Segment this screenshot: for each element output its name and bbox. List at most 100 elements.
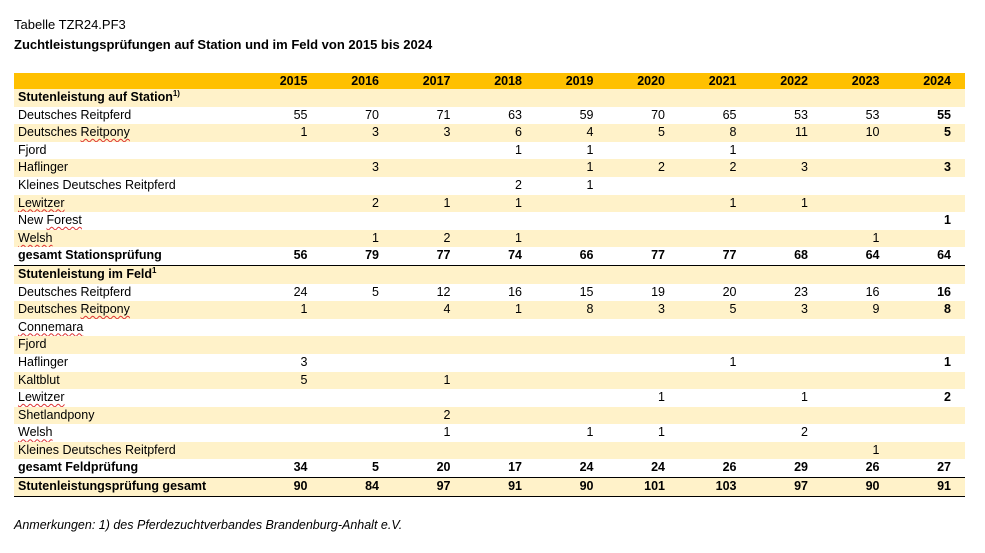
- cell-value: [321, 424, 393, 442]
- cell-value: [393, 212, 465, 230]
- cell-value: 103: [679, 477, 751, 497]
- row-label: Fjord: [14, 141, 250, 160]
- cell-value: 63: [464, 106, 536, 125]
- row-label: Deutsches Reitpferd: [14, 106, 250, 125]
- cell-value: 2: [321, 194, 393, 213]
- cell-value: 16: [464, 283, 536, 302]
- table-row: Fjord: [14, 336, 965, 354]
- cell-value: [822, 159, 894, 177]
- cell-value: [536, 336, 608, 354]
- cell-value: 66: [536, 247, 608, 266]
- table-row: Deutsches Reitpferd 55 70 71 63 59 70 65 53 53 55: [14, 106, 965, 125]
- cell-value: [321, 212, 393, 230]
- cell-value: [679, 371, 751, 390]
- cell-value: [536, 229, 608, 248]
- cell-value: [679, 406, 751, 425]
- cell-value: 3: [321, 124, 393, 142]
- section-heading-row: Stutenleistung auf Station1): [14, 89, 965, 107]
- cell-value: 2: [393, 406, 465, 425]
- cell-value: [536, 371, 608, 390]
- row-label: Lewitzer: [14, 194, 250, 213]
- table-row: Kleines Deutsches Reitpferd 1: [14, 441, 965, 460]
- row-label: Haflinger: [14, 353, 250, 372]
- section-heading: Stutenleistung auf Station1): [14, 89, 965, 107]
- spellcheck-mark: Lewitzer: [18, 195, 65, 210]
- header-row: 2015 2016 2017 2018 2019 2020 2021 2022 2023 2024: [14, 73, 965, 89]
- row-label: Deutsches Reitpony: [14, 301, 250, 319]
- year-header: 2019: [536, 73, 608, 89]
- cell-value: [393, 441, 465, 460]
- cell-value: 29: [750, 459, 822, 479]
- cell-value: [464, 424, 536, 442]
- spellcheck-mark: Reitpony: [80, 302, 130, 317]
- cell-value: 2: [679, 159, 751, 177]
- table-row: Fjord 1 1 1: [14, 141, 965, 160]
- table-id: Tabelle TZR24.PF3: [14, 17, 126, 32]
- cell-value: 59: [536, 106, 608, 125]
- cell-value: 11: [750, 124, 822, 142]
- cell-value: 26: [822, 459, 894, 479]
- row-label: gesamt Feldprüfung: [14, 459, 250, 479]
- cell-value: [893, 336, 965, 354]
- cell-value: [536, 318, 608, 337]
- cell-value: [393, 353, 465, 372]
- cell-value: 9: [822, 301, 894, 319]
- cell-value: [822, 212, 894, 230]
- cell-value: 2: [393, 229, 465, 248]
- cell-value: 20: [679, 283, 751, 302]
- cell-value: [464, 212, 536, 230]
- cell-value: 4: [536, 124, 608, 142]
- cell-value: [464, 159, 536, 177]
- section-heading-text: Stutenleistung im Feld: [18, 266, 153, 281]
- table-row: Welsh 1 2 1 1: [14, 229, 965, 248]
- table-title: Zuchtleistungsprüfungen auf Station und …: [14, 37, 433, 52]
- cell-value: [679, 424, 751, 442]
- cell-value: [893, 318, 965, 337]
- cell-value: [679, 176, 751, 195]
- cell-value: [250, 176, 322, 195]
- table-row: Deutsches Reitpferd 24 5 12 16 15 19 20 23 16 16: [14, 283, 965, 302]
- cell-value: [250, 318, 322, 337]
- cell-value: [679, 389, 751, 407]
- cell-value: [679, 229, 751, 248]
- cell-value: 1: [893, 212, 965, 230]
- cell-value: [250, 441, 322, 460]
- year-header: 2021: [679, 73, 751, 89]
- cell-value: [750, 371, 822, 390]
- cell-value: 53: [750, 106, 822, 125]
- cell-value: 84: [321, 477, 393, 497]
- cell-value: 64: [893, 247, 965, 266]
- cell-value: 1: [750, 389, 822, 407]
- footnote-marker: 1): [172, 89, 180, 98]
- cell-value: 15: [536, 283, 608, 302]
- table-row: Lewitzer 2 1 1 1 1: [14, 194, 965, 213]
- cell-value: [822, 389, 894, 407]
- cell-value: 1: [393, 371, 465, 390]
- cell-value: 3: [393, 124, 465, 142]
- cell-value: 71: [393, 106, 465, 125]
- cell-value: [607, 194, 679, 213]
- year-header: 2022: [750, 73, 822, 89]
- spellcheck-mark: Lewitzer: [18, 390, 65, 405]
- cell-value: 24: [536, 459, 608, 479]
- cell-value: [822, 371, 894, 390]
- cell-value: [250, 424, 322, 442]
- cell-value: 26: [679, 459, 751, 479]
- row-label: Deutsches Reitpferd: [14, 283, 250, 302]
- cell-value: [393, 336, 465, 354]
- cell-value: 3: [893, 159, 965, 177]
- cell-value: [607, 229, 679, 248]
- cell-value: [250, 406, 322, 425]
- cell-value: 3: [321, 159, 393, 177]
- cell-value: 5: [607, 124, 679, 142]
- cell-value: [393, 141, 465, 160]
- cell-value: 90: [822, 477, 894, 497]
- cell-value: 16: [893, 283, 965, 302]
- cell-value: 4: [393, 301, 465, 319]
- cell-value: 70: [607, 106, 679, 125]
- cell-value: [822, 406, 894, 425]
- cell-value: [250, 229, 322, 248]
- row-label: Welsh: [14, 229, 250, 248]
- section-heading-text: Stutenleistung auf Station: [18, 90, 173, 104]
- cell-value: [321, 141, 393, 160]
